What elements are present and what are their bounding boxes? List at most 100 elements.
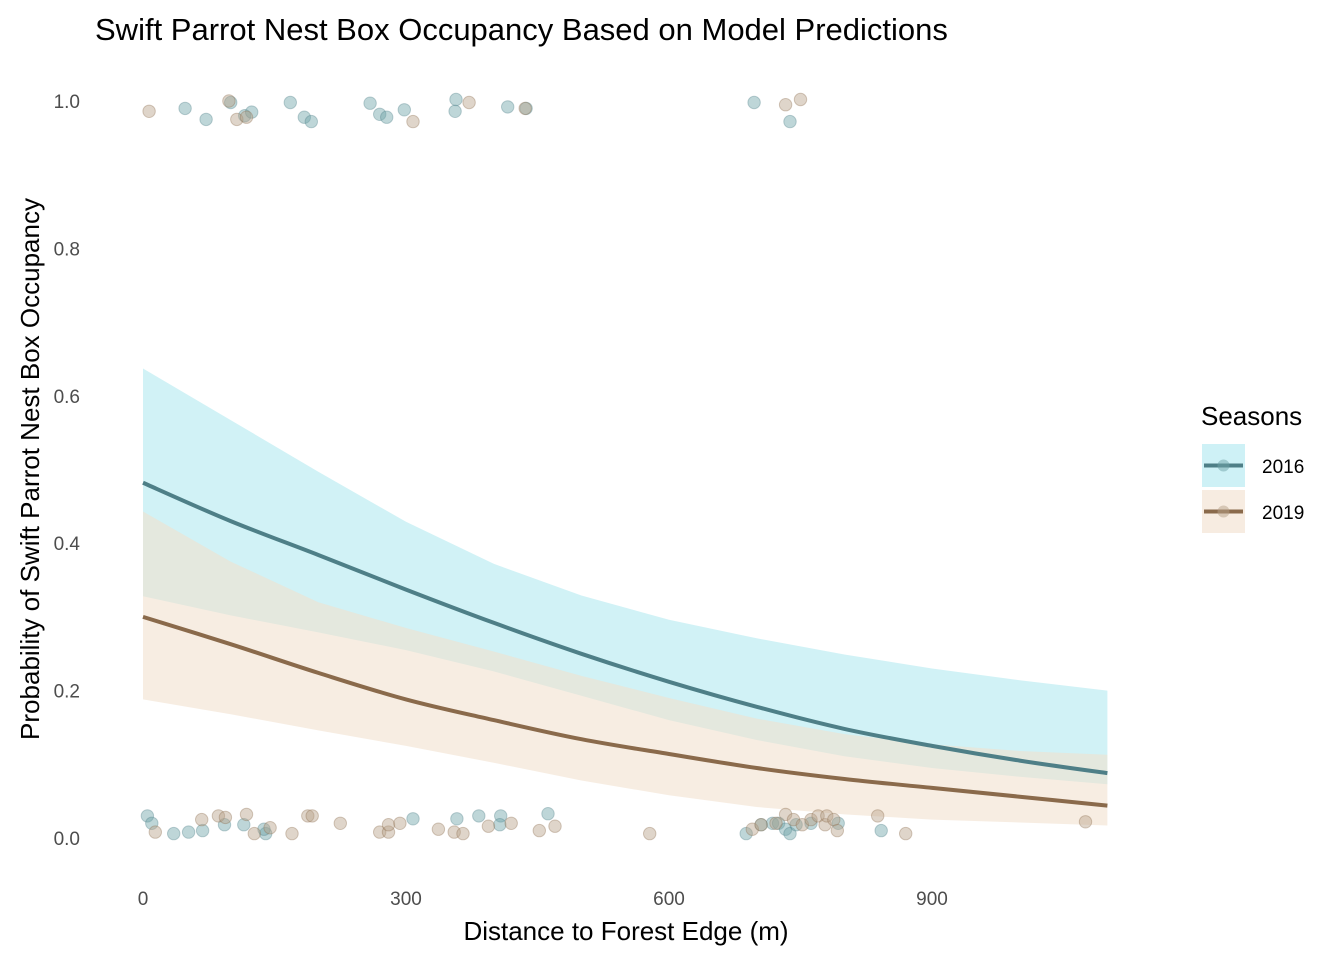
point-2016: [493, 818, 507, 832]
point-2016: [224, 95, 238, 110]
point-2019: [769, 816, 783, 830]
legend-item-2019: 2019: [1202, 490, 1304, 533]
chart-title: Swift Parrot Nest Box Occupancy Based on…: [95, 12, 948, 47]
point-2019: [305, 809, 319, 823]
point-2016: [145, 816, 159, 830]
point-2016: [449, 92, 463, 107]
line-2016: [142, 480, 1108, 776]
point-2019: [786, 812, 801, 827]
y-tick-label: 0.2: [54, 682, 80, 703]
point-2016: [519, 101, 533, 116]
x-axis-ticks: 0 300 600 900: [138, 889, 948, 910]
point-2019: [381, 825, 396, 839]
point-2016: [283, 95, 297, 110]
point-2016: [181, 825, 196, 839]
point-2019: [793, 92, 808, 107]
point-2016: [140, 809, 155, 823]
point-2016: [789, 818, 803, 832]
y-axis-ticks: 0.0 0.2 0.4 0.6 0.8 1.0: [54, 92, 81, 850]
point-2019: [811, 809, 825, 823]
point-2019: [518, 101, 532, 116]
point-2019: [745, 822, 759, 836]
prediction-lines: [142, 480, 1108, 808]
point-2016: [783, 826, 797, 841]
point-2019: [827, 812, 841, 827]
point-2016: [739, 826, 753, 841]
point-2019: [211, 809, 226, 823]
legend-label: 2016: [1262, 457, 1304, 478]
point-2016: [373, 107, 387, 122]
point-2016: [199, 112, 213, 127]
line-2019: [142, 614, 1108, 808]
y-tick-label: 0.0: [54, 829, 80, 850]
point-2019: [406, 114, 420, 129]
point-2019: [1078, 815, 1093, 829]
point-2019: [481, 819, 496, 833]
confidence-ribbons: [143, 368, 1108, 826]
point-2016: [380, 110, 394, 124]
point-2019: [222, 94, 236, 108]
y-tick-label: 1.0: [54, 92, 80, 113]
point-2016: [783, 114, 797, 129]
point-2019: [195, 812, 209, 827]
point-2019: [871, 809, 885, 823]
point-2016: [778, 822, 793, 836]
point-2019: [795, 818, 809, 832]
point-2019: [239, 110, 254, 124]
legend-title: Seasons: [1201, 401, 1302, 431]
point-2019: [462, 95, 476, 110]
point-2019: [239, 807, 254, 822]
legend-key-point: [1217, 459, 1230, 472]
point-2019: [804, 812, 818, 827]
point-2019: [778, 98, 793, 112]
y-tick-label: 0.8: [54, 239, 80, 260]
point-2016: [874, 823, 888, 838]
legend: Seasons 2016 2019: [1201, 401, 1304, 533]
point-2019: [285, 826, 299, 841]
point-2016: [754, 818, 768, 832]
point-2016: [831, 816, 845, 830]
point-2019: [830, 823, 844, 838]
point-2019: [230, 112, 244, 127]
point-2019: [754, 818, 768, 832]
x-tick-label: 900: [916, 889, 948, 910]
point-2019: [333, 816, 347, 830]
point-2016: [541, 807, 555, 821]
point-2016: [494, 809, 508, 823]
x-tick-label: 0: [138, 889, 149, 910]
point-2016: [397, 103, 411, 117]
point-2019: [548, 819, 562, 833]
y-tick-label: 0.6: [54, 387, 80, 408]
point-2019: [899, 826, 913, 841]
ribbon-2016: [143, 368, 1108, 785]
point-2019: [247, 826, 262, 841]
point-2019: [301, 809, 315, 823]
point-2016: [297, 110, 311, 124]
point-2019: [218, 810, 233, 825]
legend-item-2016: 2016: [1202, 444, 1304, 487]
point-2016: [406, 812, 420, 826]
point-2019: [447, 825, 461, 839]
y-tick-label: 0.4: [54, 534, 81, 555]
point-2019: [643, 826, 657, 841]
point-2019: [504, 816, 518, 830]
point-2019: [431, 822, 446, 836]
point-2016: [257, 822, 271, 836]
point-2016: [363, 96, 377, 110]
point-2019: [778, 807, 793, 822]
point-2016: [472, 809, 486, 823]
point-2016: [237, 818, 251, 832]
point-2016: [448, 104, 462, 119]
plot-area: [140, 92, 1108, 841]
x-tick-label: 600: [653, 889, 685, 910]
x-tick-label: 300: [390, 889, 422, 910]
point-2019: [456, 826, 470, 841]
point-2016: [167, 826, 181, 841]
point-2016: [238, 109, 252, 123]
point-2016: [245, 105, 259, 119]
y-axis-title: Probability of Swift Parrot Nest Box Occ…: [15, 198, 45, 740]
point-2019: [818, 818, 832, 832]
point-2016: [765, 816, 780, 830]
point-2019: [532, 823, 546, 838]
